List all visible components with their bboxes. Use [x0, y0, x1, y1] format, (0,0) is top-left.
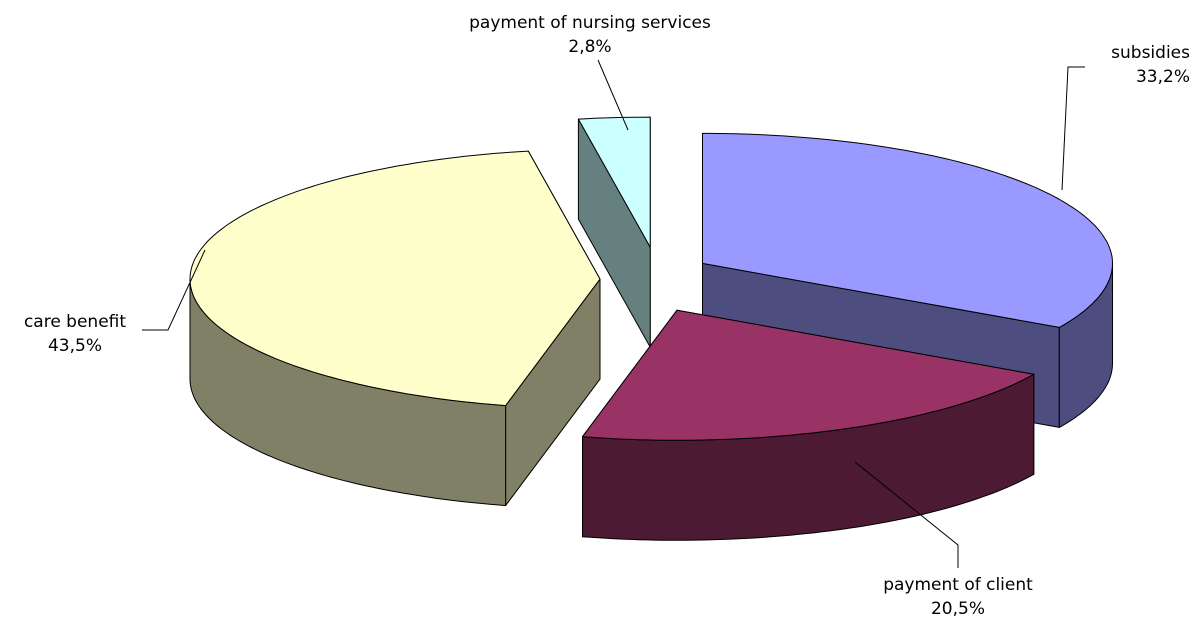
pie-slice	[582, 309, 1035, 541]
slice-top	[702, 132, 1113, 328]
slice-value-label: 43,5%	[48, 336, 102, 356]
pie-slice	[189, 150, 601, 507]
slice-label: subsidies	[1111, 43, 1190, 63]
leader-line	[1061, 66, 1085, 191]
slice-value-label: 20,5%	[931, 599, 985, 619]
slice-value-label: 2,8%	[568, 37, 611, 57]
leader-line	[142, 249, 206, 331]
leader-line	[854, 461, 959, 568]
slice-label: payment of nursing services	[469, 13, 711, 33]
slice-top	[189, 150, 601, 407]
pie-slice	[577, 116, 651, 348]
slice-top	[577, 116, 651, 248]
slice-label: care benefit	[24, 312, 126, 332]
pie	[189, 116, 1113, 541]
leader-line	[597, 59, 629, 131]
slice-label: payment of client	[883, 575, 1033, 595]
slice-value-label: 33,2%	[1136, 67, 1190, 87]
slice-top	[582, 309, 1035, 441]
